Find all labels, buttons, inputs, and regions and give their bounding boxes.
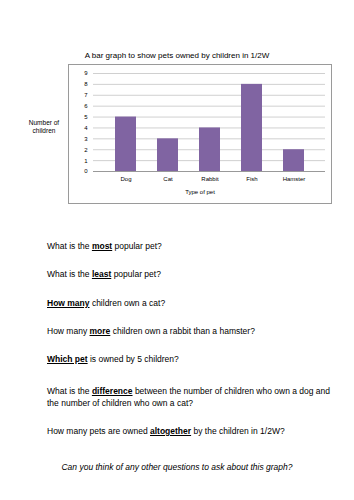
svg-text:Hamster: Hamster (283, 176, 306, 182)
svg-text:3: 3 (84, 136, 88, 142)
svg-text:Cat: Cat (163, 176, 173, 182)
html-text:What is the difference between: What is the difference between the numbe… (47, 386, 330, 408)
html-text:Which pet is owned by 5 childr: Which pet is owned by 5 children? (47, 354, 179, 364)
svg-text:Fish: Fish (246, 176, 257, 182)
html-text:What is the least popular pet?: What is the least popular pet? (47, 269, 161, 279)
svg-text:4: 4 (84, 125, 88, 131)
svg-text:5: 5 (84, 114, 88, 120)
svg-text:2: 2 (84, 147, 88, 153)
html-text:How many pets are owned altoge: How many pets are owned altogether by th… (47, 426, 285, 436)
svg-text:Dog: Dog (120, 176, 131, 182)
html-text:What is the most popular pet?: What is the most popular pet? (47, 241, 162, 251)
html-text:How many children own a cat?: How many children own a cat? (47, 298, 166, 308)
svg-text:6: 6 (84, 103, 88, 109)
svg-text:0: 0 (84, 168, 88, 174)
svg-text:8: 8 (84, 81, 88, 87)
svg-text:9: 9 (84, 70, 88, 76)
svg-text:7: 7 (84, 92, 88, 98)
html-text:How many more children own a r: How many more children own a rabbit than… (47, 326, 255, 336)
html-text:Number of children: Number of children (28, 119, 60, 134)
html-text:A bar graph to show pets owned: A bar graph to show pets owned by childr… (84, 51, 270, 60)
svg-text:1: 1 (84, 158, 88, 164)
html-text:Can you think of any other que: Can you think of any other questions to … (61, 462, 293, 472)
html-text:Type of pet: Type of pet (185, 189, 215, 195)
svg-text:Rabbit: Rabbit (201, 176, 219, 182)
